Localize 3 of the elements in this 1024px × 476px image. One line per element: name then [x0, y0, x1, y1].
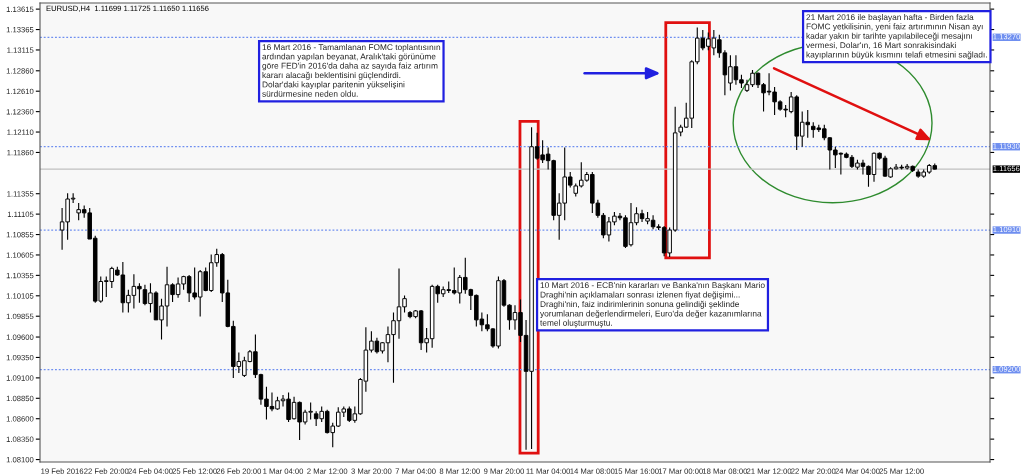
annotation: 10 Mart 2016 - ECB'nin kararları ve Banka'nın Başkanı Mario Draghi'nin açıklamaları sonrası izlenen fiyat değişimi... Draghi'nin, faiz indirimlerinin sonuna gelindiği şeklinde yorumlanan değerlendirmeleri, Euro'da değer kazanımlarına temel oluşturmuştu.: [540, 282, 765, 328]
annotation: 16 Mart 2016 - Tamamlanan FOMC toplantısının ardından yapılan beyanat, Aralık'taki görünüme göre FED'in 2016'da daha az sayıda faiz artırım kararı alacağı beklentisini güçlendirdi. Dolar'daki kayıplar paritenin yükselişini sürdürmesine neden oldu.: [262, 44, 441, 97]
annotation: 21 Mart 2016 ile başlayan hafta - Birden fazla FOMC yetkilisinin, yeni faiz artırımının Nisan ayı kadar yakın bir tarihte yapılabileceği mesajını vermesi, Dolar'ın, 16 Mart sonrakisindaki kayıplarının büyük kısmını telafi etmesini sağladı.: [806, 14, 987, 60]
